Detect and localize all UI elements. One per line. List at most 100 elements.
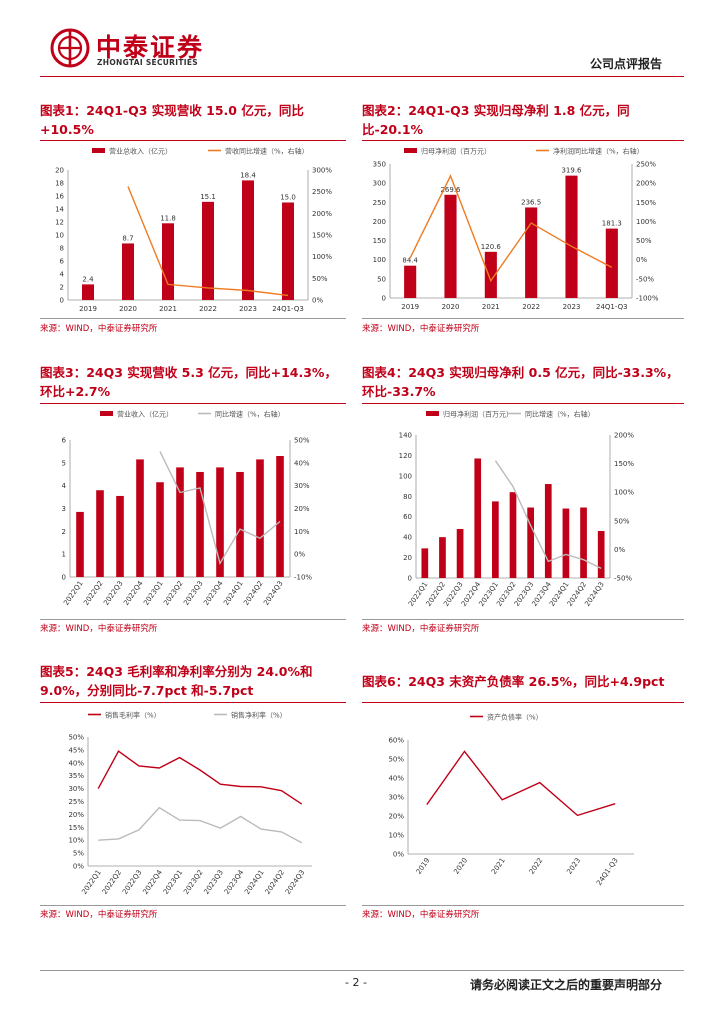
x-tick: 2024Q3 [284,869,306,896]
y-tick-right: 40% [294,459,310,467]
figure-1-title: 图表1：24Q1-Q3 实现营收 15.0 亿元，同比+10.5% [40,103,304,137]
bar [456,528,464,578]
y-tick-right: 200% [636,180,656,188]
y-tick-right: -100% [636,295,659,303]
y-tick-right: 30% [294,482,310,490]
legend-label-1: 销售净利率（%） [231,711,287,720]
header-divider [40,76,684,77]
y-tick-left: 3 [62,505,66,513]
x-tick: 2024Q1 [243,869,265,896]
y-tick-right: 200% [312,210,332,218]
legend-label-0: 资产负债率（%） [487,713,543,722]
y-tick-left: 100 [373,256,386,264]
bar [242,180,254,300]
y-tick-right: 50% [636,237,652,245]
x-tick: 2020 [119,305,137,313]
y-tick: 40% [68,759,84,767]
figure-1-chart: 营业总收入（亿元） 营收同比增速（%，右轴）024681012141618200%… [55,147,332,314]
data-label: 2.4 [82,275,94,283]
figure-3-source-rule [40,619,346,620]
legend-label-0: 销售毛利率（%） [105,711,161,720]
y-tick-right: -10% [294,574,312,582]
x-tick: 2024Q2 [264,869,286,896]
figure-3-chart: 营业收入（亿元） 同比增速（%，右轴） 0 1 2 3 4 5 6 -10% 0% 10% 20% 30%… [62,410,313,607]
y-tick-left: 0 [62,574,66,582]
bar [282,202,294,300]
y-tick-left: 120 [399,452,412,460]
y-tick-left: 6 [60,258,65,266]
y-tick-left: 6 [62,437,67,445]
figure-6-source: 来源：WIND，中泰证券研究所 [362,910,480,920]
y-tick-right: 150% [312,232,332,240]
bar [474,458,482,578]
figure-6-panel: 图表6：24Q3 末资产负债率 26.5%，同比+4.9pct 资产负债率（%）… [362,662,684,924]
bar [509,492,517,578]
y-tick: 35% [68,772,84,780]
report-type-label: 公司点评报告 [589,57,662,71]
legend-swatch-0 [404,148,417,153]
y-tick-left: 1 [62,551,66,559]
figure-6-title: 图表6：24Q3 末资产负债率 26.5%，同比+4.9pct [362,674,665,689]
y-tick-left: 4 [62,482,67,490]
bar [276,455,284,577]
series-line-0 [97,750,303,805]
figure-5-chart: 销售毛利率（%） 销售净利率（%） 0% 5% 10% 15% 20% 25% 30% 35% 40… [68,711,312,896]
disclaimer-text: 请务必阅读正文之后的重要声明部分 [469,978,662,992]
y-tick-left: 200 [373,218,386,226]
figure-3-title-rule [40,403,346,404]
x-tick: 2022Q1 [80,869,102,896]
legend-label-1: 营收同比增速（%，右轴） [225,147,309,156]
figure-2-source: 来源：WIND，中泰证券研究所 [362,324,480,334]
figure-4-source: 来源：WIND，中泰证券研究所 [362,624,480,634]
y-tick-right: 250% [636,161,656,169]
y-tick-left: 80 [403,493,412,501]
bar [82,284,94,300]
legend-label-0: 归母净利润（百万元） [443,410,513,419]
figure-5-source: 来源：WIND，中泰证券研究所 [40,910,158,920]
y-tick: 40% [388,775,404,783]
x-tick: 2022 [199,305,217,313]
y-tick: 50% [388,756,404,764]
y-tick-left: 0 [408,575,412,583]
legend-label-1: 同比增速（%，右轴） [215,410,285,419]
y-tick: 20% [388,813,404,821]
y-tick-right: 20% [294,505,310,513]
company-name-cn: 中泰证券 [96,33,205,62]
x-tick: 24Q1-Q3 [272,305,304,313]
data-label: 236.5 [521,198,541,206]
y-tick-right: 250% [312,188,332,196]
y-tick: 45% [68,746,84,754]
bar [202,201,214,300]
data-label: 84.4 [402,257,418,265]
y-tick-right: 100% [312,253,332,261]
figure-2-panel: 图表2：24Q1-Q3 实现归母净利 1.8 亿元，同比-20.1% 归母净利润… [362,100,684,340]
figure-2-source-rule [362,318,684,319]
data-label: 11.8 [160,214,176,222]
bar [216,467,224,577]
bar [136,459,144,577]
y-tick-left: 10 [55,232,64,240]
figure-5-panel: 图表5：24Q3 毛利率和净利率分别为 24.0%和 9.0%，分别同比-7.7… [40,662,346,924]
legend-label-1: 净利润同比增速（%，右轴） [553,147,644,156]
bar [527,507,534,578]
page-number: - 2 - [345,976,367,989]
y-tick: 20% [68,811,84,819]
figure-4-chart: 归母净利润（百万元） 同比增速（%，右轴） 0 20 40 60 80 100 120 140 -5… [399,410,635,608]
series-line-0 [426,750,616,817]
data-label: 269.6 [440,186,461,194]
y-tick-right: 100% [636,218,656,226]
y-tick-left: 2 [62,528,66,536]
figure-3-title: 图表3：24Q3 实现营收 5.3 亿元，同比+14.3%，环比+2.7% [40,365,337,399]
series-line [127,186,289,297]
y-tick-right: 100% [614,489,634,497]
y-tick: 5% [73,850,84,858]
page-header: 中泰证券 ZHONGTAI SECURITIES 公司点评报告 [0,0,724,80]
y-tick-right: 150% [636,199,656,207]
legend-label-0: 营业总收入（亿元） [109,147,172,156]
y-tick: 30% [68,785,84,793]
y-tick-left: 12 [55,219,64,227]
y-tick-left: 150 [373,237,386,245]
x-tick: 24Q1-Q3 [595,857,620,887]
y-tick-left: 20 [55,167,64,175]
x-tick: 2023 [563,303,581,311]
